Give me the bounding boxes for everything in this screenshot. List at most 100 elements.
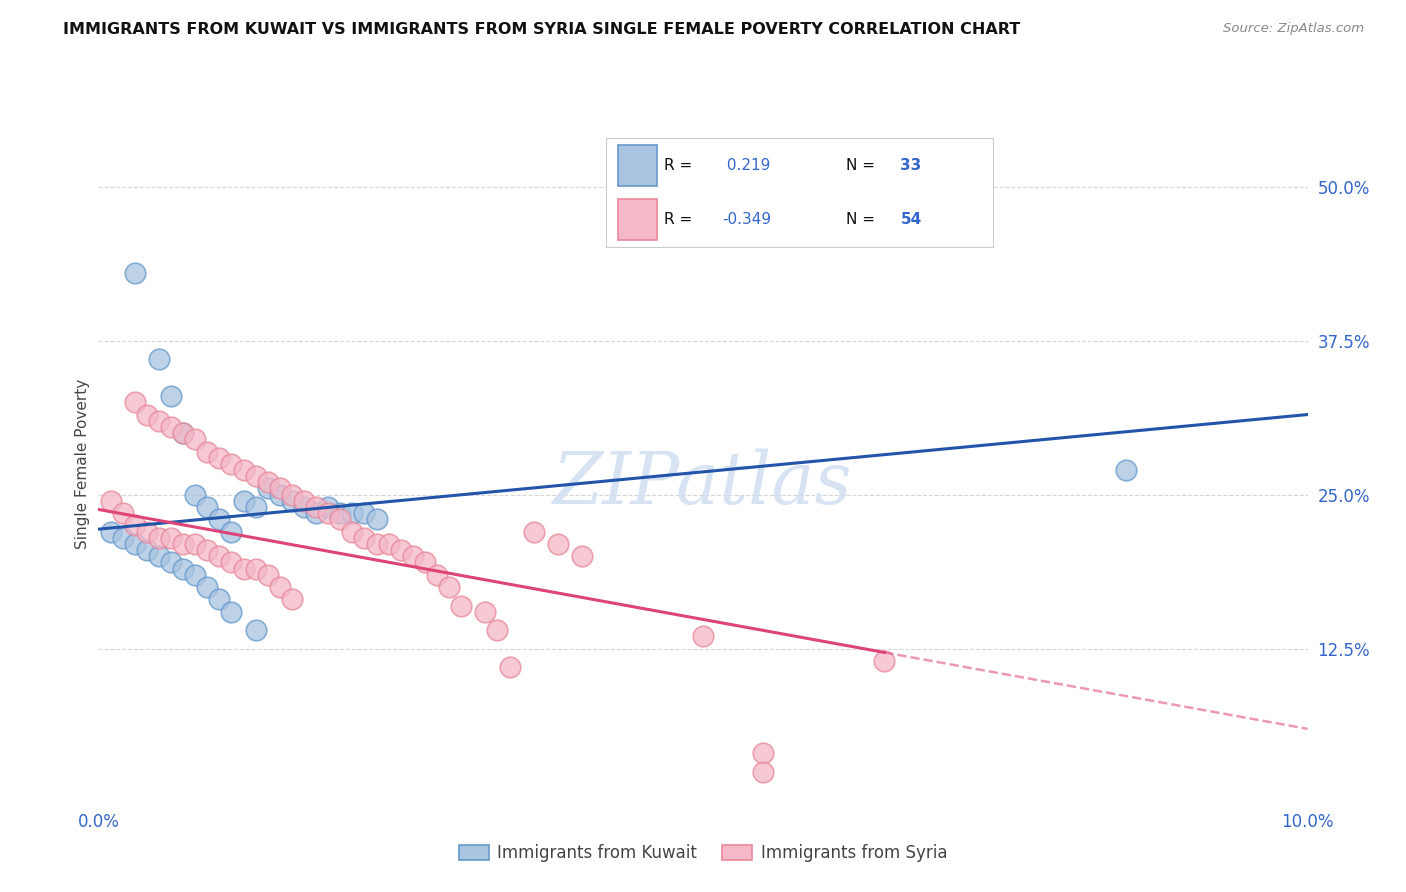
Point	[184, 537, 207, 551]
Point	[366, 512, 388, 526]
Text: ZIPatlas: ZIPatlas	[553, 449, 853, 519]
Point	[148, 531, 170, 545]
Point	[752, 747, 775, 761]
Point	[221, 556, 243, 570]
Point	[124, 395, 146, 409]
Point	[377, 537, 399, 551]
Point	[124, 537, 146, 551]
Text: IMMIGRANTS FROM KUWAIT VS IMMIGRANTS FROM SYRIA SINGLE FEMALE POVERTY CORRELATIO: IMMIGRANTS FROM KUWAIT VS IMMIGRANTS FRO…	[63, 22, 1021, 37]
Point	[305, 506, 328, 520]
Point	[148, 414, 170, 428]
Point	[221, 524, 243, 539]
Point	[135, 524, 157, 539]
Text: R =: R =	[664, 212, 697, 227]
Point	[353, 531, 375, 545]
Point	[124, 266, 146, 280]
Point	[474, 605, 496, 619]
Point	[195, 580, 218, 594]
Point	[269, 580, 291, 594]
Point	[172, 561, 194, 575]
Point	[402, 549, 425, 564]
Point	[208, 512, 231, 526]
Y-axis label: Single Female Poverty: Single Female Poverty	[75, 379, 90, 549]
Point	[148, 549, 170, 564]
Point	[426, 567, 449, 582]
FancyBboxPatch shape	[617, 145, 657, 186]
Point	[256, 482, 278, 496]
Point	[245, 561, 267, 575]
Point	[281, 592, 304, 607]
Point	[316, 506, 339, 520]
Point	[195, 444, 218, 458]
Point	[305, 500, 328, 514]
Point	[329, 506, 352, 520]
Point	[160, 420, 183, 434]
Point	[281, 493, 304, 508]
Text: N =: N =	[846, 158, 880, 173]
Point	[547, 537, 569, 551]
Point	[160, 531, 183, 545]
Point	[172, 425, 194, 440]
Legend: Immigrants from Kuwait, Immigrants from Syria: Immigrants from Kuwait, Immigrants from …	[453, 838, 953, 869]
Point	[111, 531, 134, 545]
Point	[232, 561, 254, 575]
Point	[256, 567, 278, 582]
Point	[160, 556, 183, 570]
Point	[269, 488, 291, 502]
Point	[184, 432, 207, 446]
Point	[873, 654, 896, 668]
Point	[184, 488, 207, 502]
Point	[1115, 463, 1137, 477]
Text: Source: ZipAtlas.com: Source: ZipAtlas.com	[1223, 22, 1364, 36]
Text: -0.349: -0.349	[723, 212, 772, 227]
Point	[752, 764, 775, 779]
Point	[208, 450, 231, 465]
Point	[245, 500, 267, 514]
Text: N =: N =	[846, 212, 880, 227]
Point	[111, 506, 134, 520]
Point	[692, 629, 714, 643]
Point	[160, 389, 183, 403]
Text: R =: R =	[664, 158, 697, 173]
Point	[245, 469, 267, 483]
Point	[292, 493, 315, 508]
Point	[135, 543, 157, 558]
Point	[389, 543, 412, 558]
Point	[269, 482, 291, 496]
Point	[498, 660, 520, 674]
Point	[342, 506, 364, 520]
Text: 0.219: 0.219	[723, 158, 770, 173]
Point	[281, 488, 304, 502]
Text: 33: 33	[900, 158, 921, 173]
Point	[486, 624, 509, 638]
Point	[232, 463, 254, 477]
Point	[245, 624, 267, 638]
Point	[232, 493, 254, 508]
Point	[221, 457, 243, 471]
Point	[450, 599, 472, 613]
Point	[413, 556, 436, 570]
Point	[208, 592, 231, 607]
Point	[342, 524, 364, 539]
Point	[172, 425, 194, 440]
Point	[100, 524, 122, 539]
Point	[571, 549, 593, 564]
Point	[195, 500, 218, 514]
Point	[316, 500, 339, 514]
Point	[256, 475, 278, 490]
Text: 54: 54	[900, 212, 921, 227]
Point	[195, 543, 218, 558]
Point	[366, 537, 388, 551]
Point	[172, 537, 194, 551]
Point	[100, 493, 122, 508]
Point	[124, 518, 146, 533]
Point	[292, 500, 315, 514]
Point	[353, 506, 375, 520]
Point	[221, 605, 243, 619]
Point	[329, 512, 352, 526]
Point	[135, 408, 157, 422]
Point	[148, 352, 170, 367]
Point	[184, 567, 207, 582]
Point	[437, 580, 460, 594]
Point	[523, 524, 546, 539]
